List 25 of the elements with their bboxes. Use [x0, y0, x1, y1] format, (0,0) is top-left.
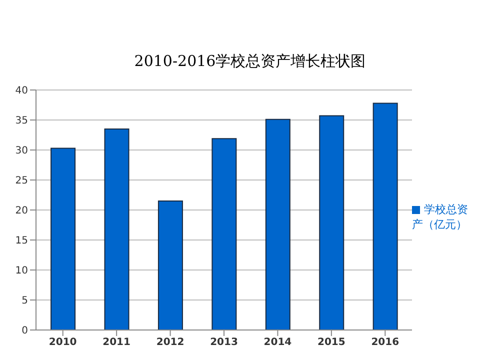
x-tick-label: 2015	[318, 337, 346, 348]
bar	[158, 200, 183, 330]
y-tick-label: 25	[15, 176, 28, 187]
x-tick-label: 2013	[210, 337, 238, 348]
bar	[104, 128, 130, 330]
y-tick-label: 0	[22, 326, 28, 337]
legend-label: 学校总资产（亿元）	[412, 203, 468, 231]
bar	[265, 118, 290, 330]
y-tick-label: 20	[15, 206, 28, 217]
x-tick-label: 2016	[371, 337, 400, 348]
y-tick-label: 5	[22, 296, 28, 307]
bar	[50, 148, 76, 330]
y-tick-label: 35	[15, 116, 28, 127]
x-tick-label: 2010	[48, 337, 77, 348]
y-tick-label: 40	[15, 86, 28, 97]
bar	[372, 102, 398, 330]
x-tick-label: 2011	[102, 337, 131, 348]
bar	[319, 115, 344, 330]
y-tick-label: 10	[15, 266, 28, 277]
y-tick-label: 30	[15, 146, 28, 157]
chart-title: 2010-2016学校总资产增长柱状图	[133, 51, 367, 72]
bar	[212, 138, 237, 330]
x-tick-label: 2014	[264, 337, 292, 348]
x-tick-label: 2012	[156, 337, 184, 348]
y-tick-label: 15	[15, 236, 28, 247]
